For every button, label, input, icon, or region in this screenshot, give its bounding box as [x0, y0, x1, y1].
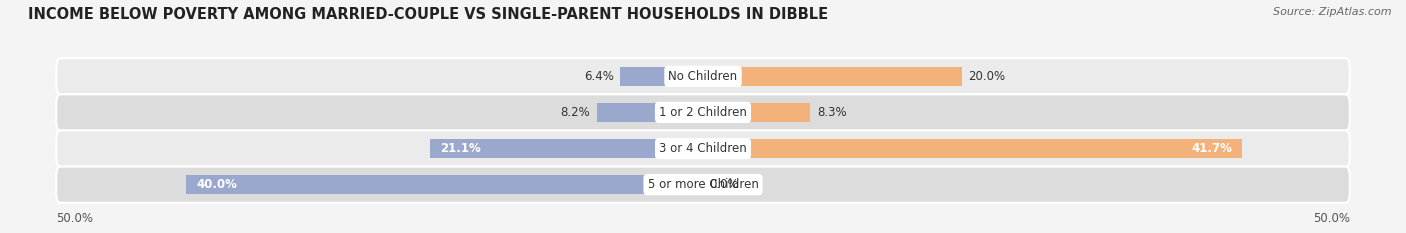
Text: 8.2%: 8.2%: [561, 106, 591, 119]
Text: 3 or 4 Children: 3 or 4 Children: [659, 142, 747, 155]
Text: 1 or 2 Children: 1 or 2 Children: [659, 106, 747, 119]
FancyBboxPatch shape: [56, 167, 1350, 203]
Text: 50.0%: 50.0%: [56, 212, 93, 225]
Text: 21.1%: 21.1%: [440, 142, 481, 155]
Bar: [186, 175, 703, 194]
FancyBboxPatch shape: [56, 130, 1350, 167]
Text: 6.4%: 6.4%: [583, 70, 614, 83]
Bar: [703, 67, 962, 86]
Bar: [620, 67, 703, 86]
Bar: [598, 103, 703, 122]
Text: 20.0%: 20.0%: [969, 70, 1005, 83]
Bar: [430, 139, 703, 158]
Text: 0.0%: 0.0%: [710, 178, 740, 191]
Text: No Children: No Children: [668, 70, 738, 83]
Text: INCOME BELOW POVERTY AMONG MARRIED-COUPLE VS SINGLE-PARENT HOUSEHOLDS IN DIBBLE: INCOME BELOW POVERTY AMONG MARRIED-COUPL…: [28, 7, 828, 22]
FancyBboxPatch shape: [56, 94, 1350, 130]
Bar: [703, 103, 810, 122]
Text: 8.3%: 8.3%: [817, 106, 846, 119]
Text: 5 or more Children: 5 or more Children: [648, 178, 758, 191]
Text: 50.0%: 50.0%: [1313, 212, 1350, 225]
Text: 41.7%: 41.7%: [1191, 142, 1232, 155]
FancyBboxPatch shape: [56, 58, 1350, 94]
Text: Source: ZipAtlas.com: Source: ZipAtlas.com: [1274, 7, 1392, 17]
Text: 40.0%: 40.0%: [195, 178, 236, 191]
Bar: [703, 139, 1243, 158]
